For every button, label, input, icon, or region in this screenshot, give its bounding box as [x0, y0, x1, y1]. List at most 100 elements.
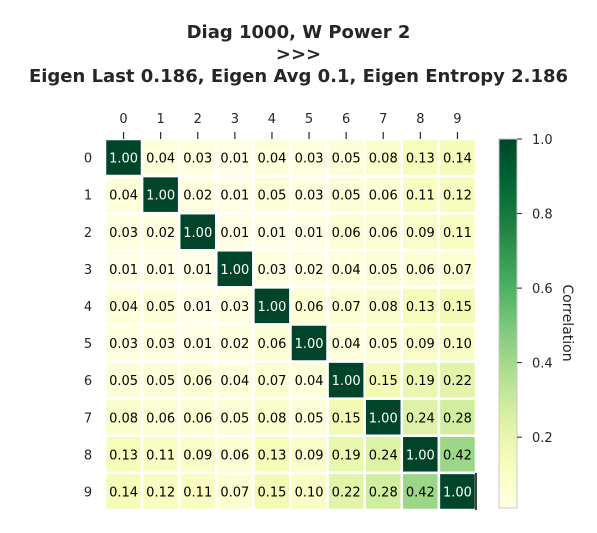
cell-value-2-4: 0.01	[257, 226, 286, 241]
cell-value-2-2: 1.00	[183, 226, 212, 241]
cell-value-9-4: 0.15	[257, 485, 286, 500]
cell-value-0-9: 0.14	[443, 152, 472, 167]
cell-value-2-9: 0.11	[443, 226, 472, 241]
cell-value-0-0: 1.00	[109, 152, 138, 167]
cell-value-1-2: 0.02	[183, 189, 212, 204]
cell-value-8-1: 0.11	[146, 448, 175, 463]
cell-value-1-4: 0.05	[257, 189, 286, 204]
x-tick-label-3: 3	[231, 112, 239, 127]
x-tick-label-0: 0	[119, 112, 127, 127]
heatmap-cell-2-0	[103, 211, 144, 252]
cell-value-3-6: 0.04	[332, 263, 361, 278]
cell-value-7-8: 0.24	[406, 411, 435, 426]
cell-value-0-1: 0.04	[146, 152, 175, 167]
cell-value-8-0: 0.13	[109, 448, 138, 463]
heatmap-cell-7-6	[326, 397, 366, 438]
cell-value-8-5: 0.09	[295, 448, 324, 463]
cell-value-4-6: 0.07	[332, 300, 361, 315]
cell-value-3-0: 0.01	[109, 263, 138, 278]
cell-value-0-4: 0.04	[257, 152, 286, 167]
cell-value-6-3: 0.04	[220, 374, 249, 389]
cell-value-2-0: 0.03	[109, 226, 138, 241]
x-tick-label-1: 1	[157, 112, 165, 127]
cell-value-5-4: 0.06	[257, 337, 286, 352]
heatmap-cell-2-9	[437, 211, 478, 252]
colorbar-tick-label-0: 0.2	[532, 431, 553, 446]
cell-value-4-3: 0.03	[220, 300, 249, 315]
cell-value-2-6: 0.06	[332, 226, 361, 241]
x-tick-label-4: 4	[268, 112, 276, 127]
chart-title-line-3: Eigen Last 0.186, Eigen Avg 0.1, Eigen E…	[28, 66, 569, 87]
cell-value-5-9: 0.10	[443, 337, 472, 352]
heatmap-cell-7-2	[177, 397, 218, 438]
cell-value-3-7: 0.05	[369, 263, 398, 278]
x-tick-label-8: 8	[416, 112, 424, 127]
cell-value-4-7: 0.08	[369, 300, 398, 315]
cell-value-1-9: 0.12	[443, 189, 472, 204]
cell-value-9-3: 0.07	[220, 485, 249, 500]
cell-value-9-8: 0.42	[406, 485, 435, 500]
cell-value-3-1: 0.01	[146, 263, 175, 278]
heatmap-cell-4-8	[400, 286, 441, 326]
chart-title-line-1: Diag 1000, W Power 2	[186, 22, 411, 43]
y-tick-label-7: 7	[84, 411, 92, 426]
cell-value-2-8: 0.09	[406, 226, 435, 241]
colorbar-tick-label-3: 0.8	[532, 208, 553, 223]
cell-value-0-5: 0.03	[295, 152, 324, 167]
heatmap-cell-5-9	[437, 323, 478, 363]
cell-value-7-0: 0.08	[109, 411, 138, 426]
x-tick-label-6: 6	[342, 112, 350, 127]
colorbar-tick-label-1: 0.4	[532, 357, 553, 372]
cell-value-3-2: 0.01	[183, 263, 212, 278]
heatmap-cell-9-4	[252, 471, 292, 512]
cell-value-4-9: 0.15	[443, 300, 472, 315]
heatmap-cell-6-6	[326, 360, 366, 400]
heatmap-cell-5-3	[215, 323, 255, 363]
heatmap-cell-2-1	[140, 211, 181, 252]
heatmap-cell-3-7	[363, 249, 404, 289]
heatmap-cell-4-9	[437, 286, 478, 326]
cell-value-5-1: 0.03	[146, 337, 175, 352]
cell-value-1-6: 0.05	[332, 189, 361, 204]
heatmap-cell-9-9	[437, 471, 478, 512]
y-tick-label-0: 0	[84, 152, 92, 167]
y-tick-label-1: 1	[84, 189, 92, 204]
heatmap-cell-8-1	[140, 434, 181, 475]
cell-value-3-3: 1.00	[220, 263, 249, 278]
cell-value-3-9: 0.07	[443, 263, 472, 278]
cell-value-5-5: 1.00	[295, 337, 324, 352]
cell-value-4-1: 0.05	[146, 300, 175, 315]
cell-value-5-2: 0.01	[183, 337, 212, 352]
heatmap-cell-8-5	[289, 434, 329, 475]
cell-value-5-0: 0.03	[109, 337, 138, 352]
cell-value-7-2: 0.06	[183, 411, 212, 426]
cell-value-8-9: 0.42	[443, 448, 472, 463]
x-tick-label-2: 2	[194, 112, 202, 127]
heatmap-cell-7-1	[140, 397, 181, 438]
cell-value-7-4: 0.08	[257, 411, 286, 426]
y-tick-label-3: 3	[84, 263, 92, 278]
heatmap-cell-8-8	[400, 434, 441, 475]
cell-value-2-5: 0.01	[295, 226, 324, 241]
colorbar-tick-label-2: 0.6	[532, 282, 553, 297]
cell-value-6-7: 0.15	[369, 374, 398, 389]
y-tick-label-6: 6	[84, 374, 92, 389]
y-tick-label-8: 8	[84, 448, 92, 463]
heatmap-cell-9-3	[215, 471, 255, 512]
y-tick-label-2: 2	[84, 226, 92, 241]
cell-value-6-9: 0.22	[443, 374, 472, 389]
cell-value-9-9: 1.00	[443, 485, 472, 500]
cell-value-8-6: 0.19	[332, 448, 361, 463]
cell-value-7-7: 1.00	[369, 411, 398, 426]
cell-value-1-3: 0.01	[220, 189, 249, 204]
cell-value-1-8: 0.11	[406, 189, 435, 204]
cell-value-2-3: 0.01	[220, 226, 249, 241]
cell-value-0-6: 0.05	[332, 152, 361, 167]
cell-value-2-1: 0.02	[146, 226, 175, 241]
cell-value-6-1: 0.05	[146, 374, 175, 389]
colorbar-label: Correlation	[559, 284, 575, 361]
cell-value-7-1: 0.06	[146, 411, 175, 426]
cell-value-9-2: 0.11	[183, 485, 212, 500]
